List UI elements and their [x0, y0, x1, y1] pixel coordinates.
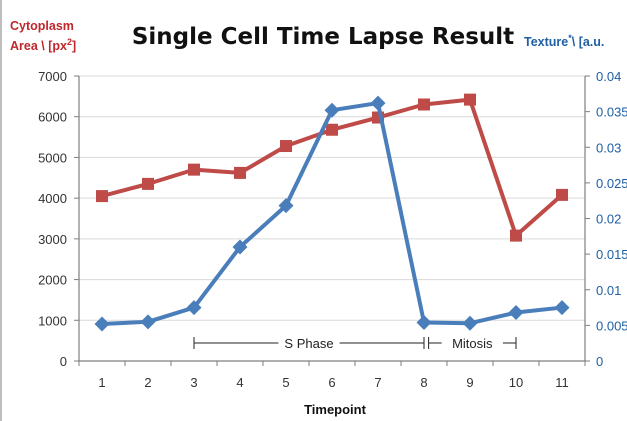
annotation-label: Mitosis [452, 336, 493, 351]
data-point-diamond [278, 198, 294, 214]
y-left-axis-title: Cytoplasm [10, 19, 74, 33]
x-tick-label: 2 [144, 375, 151, 390]
y-right-axis-title: Texture*\ [a.u. [524, 33, 604, 49]
data-point-diamond [370, 95, 386, 111]
annotation-label-bg [441, 334, 503, 352]
data-point-square [326, 123, 338, 136]
y-right-tick-label: 0 [596, 354, 603, 369]
data-point-diamond [554, 300, 570, 316]
series-line-right [101, 101, 563, 326]
x-axis-title: Timepoint [304, 402, 367, 417]
annotation-label: S Phase [284, 336, 333, 351]
x-tick-label: 1 [98, 375, 105, 390]
data-point-diamond [186, 300, 202, 316]
y-right-tick-label: 0.04 [596, 69, 621, 84]
data-point-diamond [140, 314, 156, 330]
x-tick-label: 3 [190, 375, 197, 390]
x-tick-label: 6 [328, 375, 335, 390]
x-tick-label: 9 [466, 375, 473, 390]
data-point-diamond [324, 102, 340, 118]
y-left-tick-label: 3000 [38, 232, 67, 247]
data-point-diamond [232, 239, 248, 255]
annotation-label-bg [278, 334, 340, 352]
data-point-square [280, 140, 292, 153]
data-point-diamond [508, 305, 524, 321]
y-left-tick-label: 4000 [38, 191, 67, 206]
x-tick-label: 11 [555, 375, 569, 390]
y-right-tick-label: 0.025 [596, 176, 627, 191]
series-line-left [101, 97, 564, 238]
y-left-tick-label: 7000 [38, 69, 67, 84]
data-point-square [418, 98, 430, 111]
y-left-tick-label: 6000 [38, 110, 67, 125]
data-point-square [556, 188, 568, 201]
y-right-tick-label: 0.01 [596, 283, 621, 298]
y-left-tick-label: 0 [60, 354, 67, 369]
data-point-diamond [94, 316, 110, 332]
y-right-tick-label: 0.015 [596, 247, 627, 262]
x-tick-label: 7 [374, 375, 381, 390]
x-tick-label: 5 [282, 375, 289, 390]
data-point-square [510, 229, 522, 242]
data-point-square [96, 190, 108, 203]
y-right-tick-label: 0.03 [596, 140, 621, 155]
chart-title: Single Cell Time Lapse Result [132, 24, 514, 50]
data-point-square [142, 177, 154, 190]
image-left-border [0, 0, 2, 421]
x-tick-label: 8 [420, 375, 427, 390]
data-point-diamond [462, 315, 478, 331]
y-right-tick-label: 0.02 [596, 212, 621, 227]
data-point-square [188, 163, 200, 176]
y-right-tick-label: 0.035 [596, 105, 627, 120]
data-point-square [234, 166, 246, 179]
data-point-diamond [416, 315, 432, 331]
y-right-tick-label: 0.005 [596, 318, 627, 333]
y-left-axis-title: Area \ [px2] [10, 37, 76, 53]
x-tick-label: 10 [509, 375, 523, 390]
y-left-tick-label: 2000 [38, 273, 67, 288]
y-left-tick-label: 5000 [38, 150, 67, 165]
data-point-square [464, 93, 476, 106]
x-tick-label: 4 [236, 375, 243, 390]
y-left-tick-label: 1000 [38, 313, 67, 328]
